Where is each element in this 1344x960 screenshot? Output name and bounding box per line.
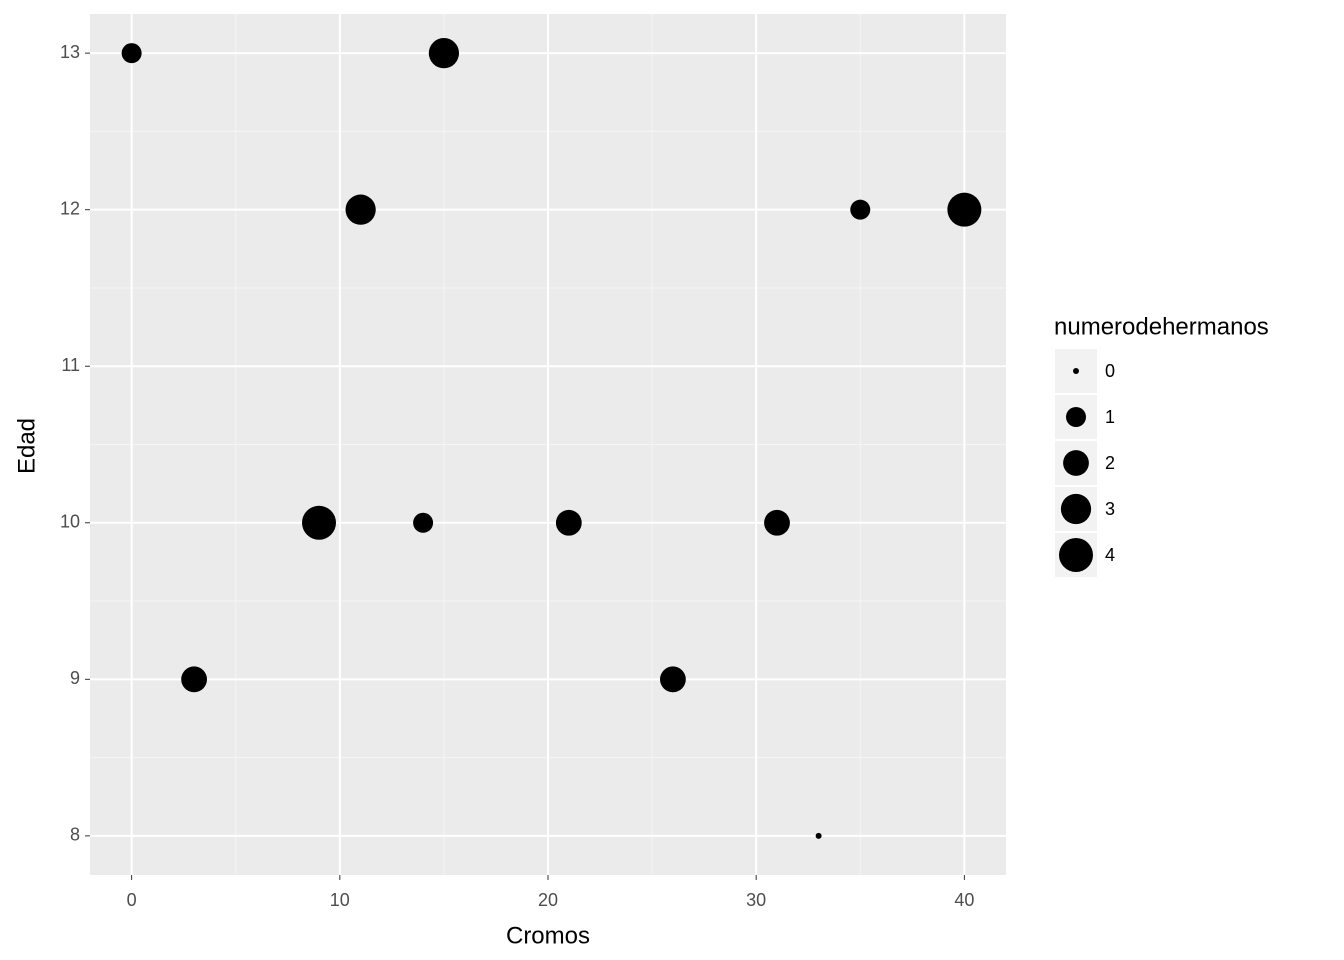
point — [413, 512, 434, 533]
legend-title: numerodehermanos — [1054, 313, 1269, 340]
y-tick-label: 10 — [60, 512, 80, 532]
point — [947, 192, 982, 227]
legend-label: 4 — [1105, 545, 1115, 565]
point — [428, 38, 460, 69]
legend-symbol — [1060, 493, 1092, 525]
point — [555, 509, 582, 536]
point — [660, 666, 686, 693]
legend-symbol — [1059, 538, 1093, 572]
x-axis-title: Cromos — [506, 922, 590, 949]
point — [815, 832, 822, 839]
point — [850, 199, 871, 220]
x-tick-label: 0 — [127, 890, 137, 910]
x-tick-label: 40 — [954, 890, 974, 910]
y-tick-label: 11 — [61, 355, 80, 375]
point — [121, 43, 142, 64]
y-tick-label: 12 — [60, 198, 80, 218]
legend-label: 1 — [1105, 407, 1115, 427]
legend-symbol — [1073, 368, 1079, 374]
x-tick-label: 20 — [538, 890, 558, 910]
point — [345, 194, 376, 225]
legend-symbol — [1066, 407, 1086, 427]
legend-label: 0 — [1105, 361, 1115, 381]
point — [302, 505, 336, 540]
legend-symbol — [1063, 450, 1089, 476]
point — [181, 666, 207, 693]
legend-label: 2 — [1105, 453, 1115, 473]
x-tick-label: 30 — [746, 890, 766, 910]
x-tick-label: 10 — [330, 890, 350, 910]
y-axis-title: Edad — [13, 418, 40, 474]
y-tick-label: 8 — [70, 825, 80, 845]
y-tick-label: 9 — [70, 668, 80, 688]
point — [764, 509, 790, 536]
legend-label: 3 — [1105, 499, 1115, 519]
y-tick-label: 13 — [60, 42, 80, 62]
